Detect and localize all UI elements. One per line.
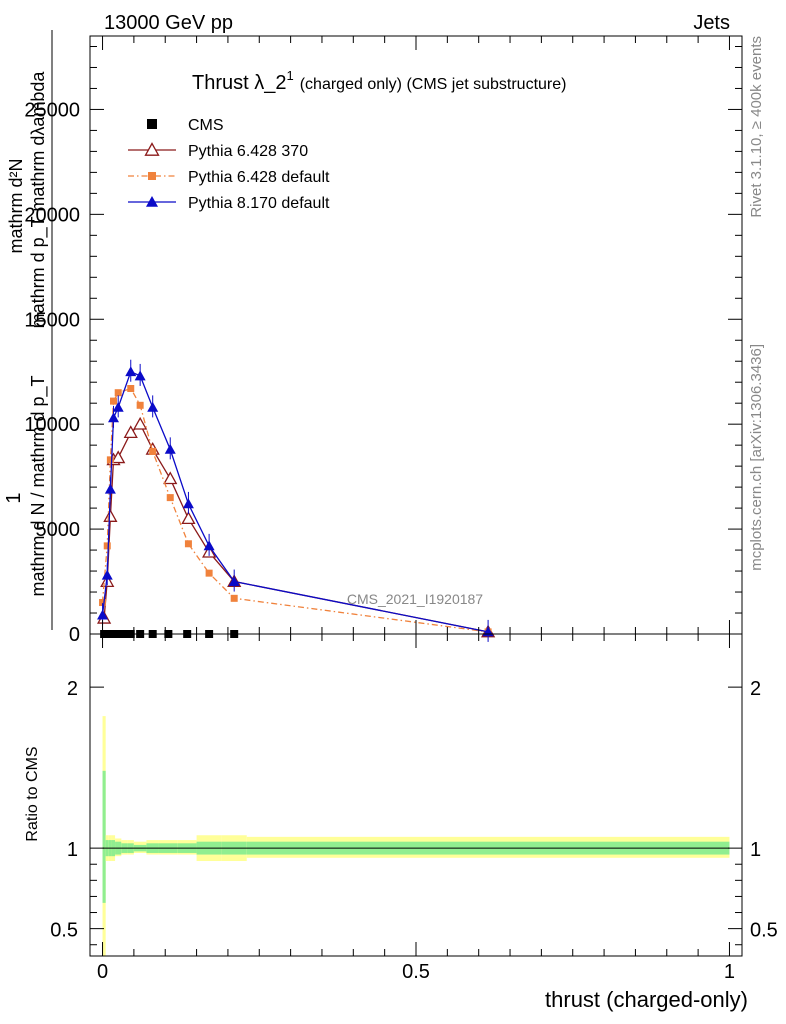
- x-tick-label: 0: [97, 961, 108, 983]
- pythia8-point: [228, 576, 240, 586]
- header-right: Jets: [693, 12, 730, 34]
- pythia8-point: [97, 609, 109, 620]
- legend-marker-pythia6-default: [148, 172, 156, 180]
- plot-title-main: Thrust λ_2: [192, 72, 286, 94]
- legend-marker-pythia8: [146, 196, 158, 207]
- pythia6-370-point: [123, 425, 138, 439]
- legend-label: Pythia 6.428 default: [188, 169, 330, 186]
- pythia8-point: [147, 401, 159, 412]
- pythia6-default-point: [106, 456, 114, 464]
- ylabel-denominator: mathrm d N / mathrm d p_T: [28, 375, 49, 596]
- ratio-ytick-label-left: 0.5: [50, 920, 78, 942]
- pythia6-default-point: [230, 594, 238, 602]
- legend-label: CMS: [188, 117, 224, 134]
- ratio-ytick-label-left: 2: [67, 678, 78, 700]
- series-2: [99, 385, 492, 636]
- ratio-plot: 0.5 0.5 1 1 2 2 0 0.5 1: [50, 633, 778, 983]
- main-ylabel: 1 mathrm d²N mathrm d p_T mathrm dλambda…: [3, 30, 53, 630]
- pythia6-default-point: [205, 569, 213, 577]
- analysis-watermark: CMS_2021_I1920187: [347, 591, 483, 607]
- ratio-ylabel: Ratio to CMS: [24, 746, 41, 841]
- pythia6-370-point: [163, 471, 178, 485]
- pythia6-370-point: [133, 416, 148, 430]
- pythia8-point: [182, 498, 194, 509]
- pythia8-point: [112, 401, 124, 412]
- ratio-ytick-label-right: 1: [750, 839, 761, 861]
- legend: CMS Pythia 6.428 370 Pythia 6.428 default P…: [128, 117, 330, 212]
- ratio-ytick-label-right: 0.5: [750, 920, 778, 942]
- pythia8-point: [104, 483, 116, 494]
- ratio-band-inner: [102, 770, 106, 903]
- pythia6-default-point: [166, 494, 174, 502]
- pythia8-point: [203, 540, 215, 551]
- pythia8-point: [125, 366, 137, 377]
- main-ytick-label: 0: [69, 624, 80, 646]
- pythia8-point: [134, 370, 146, 381]
- pythia8-point: [164, 443, 176, 454]
- main-ytick-label: 5000: [36, 519, 81, 541]
- pythia6-default-point: [99, 599, 107, 607]
- pythia6-default-point: [103, 542, 111, 550]
- ratio-ytick-label-left: 1: [67, 839, 78, 861]
- pythia6-370-point: [181, 511, 196, 525]
- header-left: 13000 GeV pp: [104, 12, 233, 34]
- legend-marker-pythia6-370: [144, 142, 160, 156]
- x-axis-label: thrust (charged-only): [545, 987, 748, 1012]
- plot-title-sup: 1: [286, 68, 293, 83]
- plot-title: Thrust λ_21 (charged only) (CMS jet subst…: [192, 68, 566, 94]
- mcplots-label: mcplots.cern.ch [arXiv:1306.3436]: [748, 344, 765, 571]
- x-tick-label: 0.5: [402, 961, 430, 983]
- pythia8-point: [101, 569, 113, 580]
- legend-marker-cms: [147, 119, 157, 129]
- pythia6-default-point: [184, 540, 192, 548]
- plot-title-suffix: (charged only) (CMS jet substructure): [300, 76, 567, 93]
- pythia6-default-point: [127, 385, 135, 393]
- ylabel-top: 1: [3, 492, 25, 503]
- pythia6-default-point: [149, 447, 157, 455]
- legend-label: Pythia 8.170 default: [188, 195, 330, 212]
- ratio-ytick-label-right: 2: [750, 678, 761, 700]
- ylabel-numerator-1: mathrm d²N: [6, 158, 26, 253]
- pythia8-point: [108, 412, 120, 423]
- pythia6-default-point: [136, 401, 144, 409]
- pythia6-370-point: [103, 509, 118, 522]
- pythia6-370-point: [111, 450, 126, 464]
- x-tick-label: 1: [724, 961, 735, 983]
- ratio-frame: [89, 633, 743, 957]
- ylabel-numerator-2: mathrm d p_T mathrm dλambda: [28, 71, 49, 329]
- rivet-label: Rivet 3.1.10, ≥ 400k events: [748, 36, 765, 218]
- legend-label: Pythia 6.428 370: [188, 143, 308, 160]
- pythia6-default-point: [110, 397, 118, 405]
- pythia6-default-point: [114, 389, 122, 397]
